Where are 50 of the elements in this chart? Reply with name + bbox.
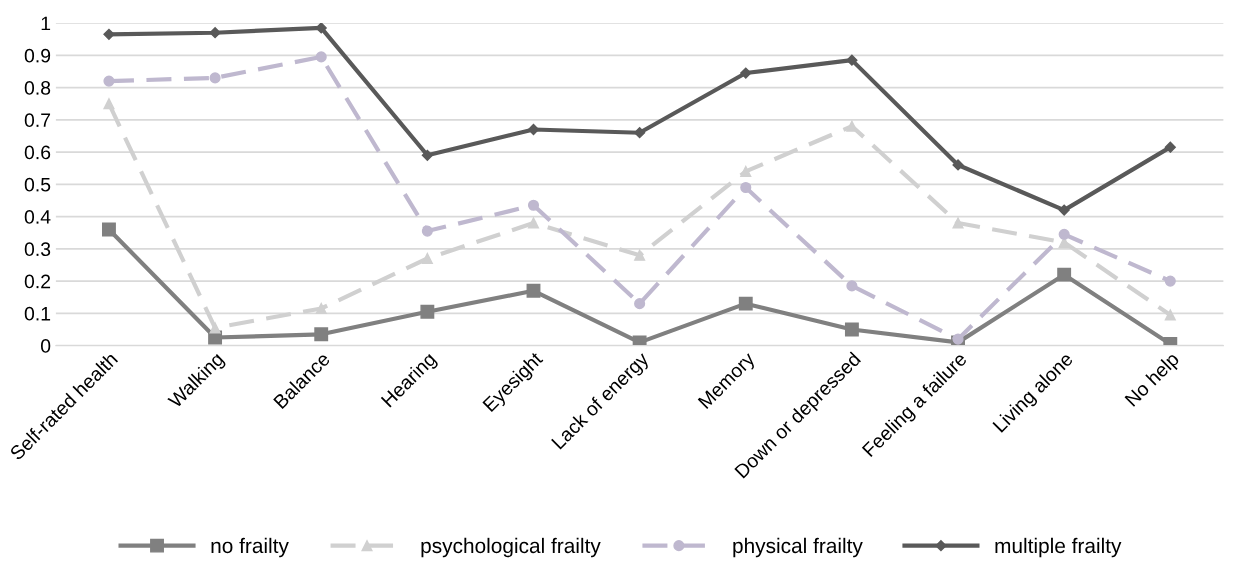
point	[740, 181, 752, 194]
point	[634, 127, 646, 139]
y-tick-label: 0.1	[24, 306, 51, 321]
point	[315, 51, 327, 63]
point	[209, 72, 221, 84]
point	[740, 165, 752, 177]
point	[1164, 275, 1176, 287]
point	[1058, 204, 1070, 216]
point	[315, 302, 327, 315]
legend-label: multiple frailty	[995, 537, 1122, 558]
point	[209, 322, 221, 334]
y-tick-label: 0.5	[24, 177, 51, 192]
y-tick-label: 0.2	[24, 274, 51, 289]
point	[844, 322, 859, 337]
legend-label: psychological frailty	[421, 537, 601, 558]
legend-label: physical frailty	[733, 537, 863, 558]
point	[846, 54, 858, 66]
point	[1164, 141, 1176, 153]
y-tick-label: 0.3	[24, 242, 51, 257]
point	[1164, 309, 1176, 321]
point	[527, 199, 540, 211]
y-tick-label: 0.8	[24, 81, 51, 95]
point	[103, 75, 115, 87]
point	[634, 249, 646, 261]
point	[421, 225, 433, 237]
point	[421, 252, 433, 265]
legend-label: no frailty	[211, 537, 289, 558]
y-tick-label: 0	[40, 339, 51, 353]
point	[952, 217, 964, 229]
point	[1058, 228, 1070, 240]
point	[102, 222, 116, 237]
point	[1057, 267, 1072, 282]
y-tick-label: 0.9	[24, 48, 51, 63]
point	[420, 304, 435, 319]
x-tick-label: No help	[1124, 351, 1183, 410]
point	[740, 67, 752, 79]
point	[634, 298, 646, 310]
point	[846, 280, 858, 292]
y-tick-label: 0.7	[24, 113, 51, 128]
point	[103, 98, 115, 110]
point	[632, 335, 647, 346]
point	[421, 149, 433, 161]
y-tick-label: 0.4	[24, 210, 51, 224]
y-tick-label: 0.6	[24, 145, 51, 160]
point	[103, 28, 115, 40]
y-tick-label: 1	[41, 16, 51, 31]
point	[314, 327, 329, 342]
point	[738, 296, 753, 311]
point	[527, 217, 540, 229]
point	[526, 283, 541, 298]
